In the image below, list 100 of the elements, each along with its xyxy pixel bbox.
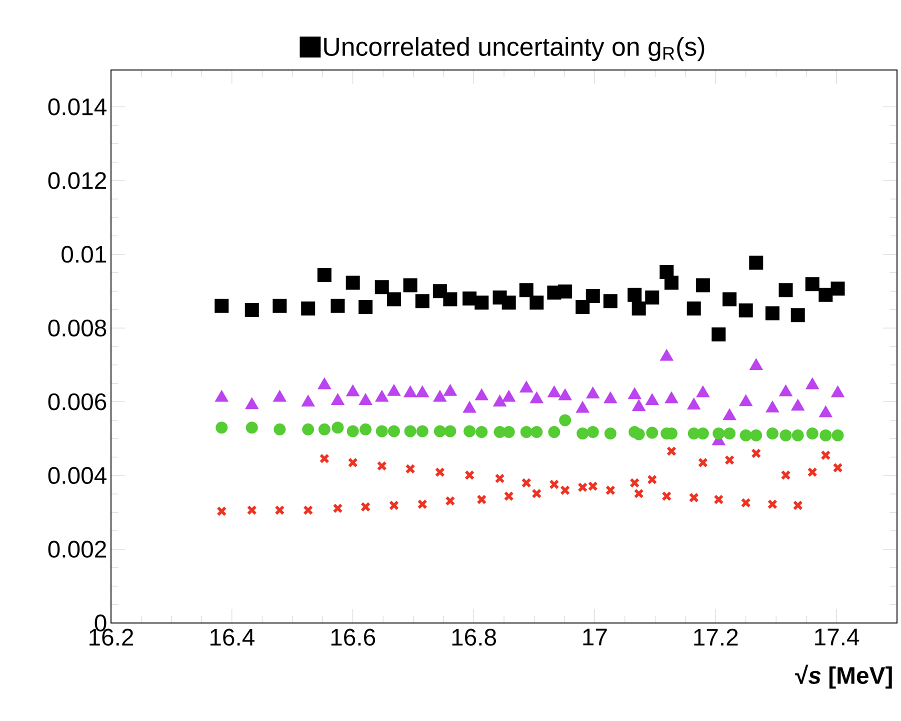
point [530,426,543,438]
point [832,429,844,442]
y-tick-label: 0.002 [48,540,106,558]
point [502,426,515,438]
point [520,381,533,393]
point [738,303,753,318]
point [444,425,456,438]
point [765,306,780,320]
point [403,278,418,292]
point [750,358,763,370]
point [521,478,532,488]
point [724,455,735,466]
point [502,296,516,310]
point [330,298,345,313]
point [586,426,599,438]
point [750,429,762,442]
x-tick-label: 17 [583,628,607,646]
point [791,399,804,411]
point [605,485,616,496]
point [302,395,315,407]
point [494,473,505,484]
point [445,496,456,506]
point [246,505,257,516]
point [520,426,532,438]
point [360,502,371,512]
point [332,422,344,434]
point [714,494,724,505]
point [434,425,446,438]
point [830,282,845,296]
point [632,428,645,440]
point [519,283,534,298]
point [604,427,616,440]
point [790,308,805,322]
point [216,422,228,434]
point [464,470,475,480]
point [476,426,488,438]
point [272,298,287,313]
point [443,292,458,306]
point [696,427,709,440]
point [751,448,762,458]
x-tick-label: 17.2 [694,628,738,646]
point [346,425,359,438]
point [688,492,699,503]
point [645,290,660,304]
point [778,283,793,298]
point [318,423,330,436]
point [358,394,372,406]
y-tick-label: 0.008 [48,320,106,337]
point [722,292,737,306]
point [792,500,803,510]
x-tick-label: 16.4 [210,628,254,646]
point [632,302,646,316]
point [586,288,600,303]
point [664,276,678,290]
point [766,427,778,440]
point [246,422,258,434]
point [666,446,677,456]
point [740,498,751,508]
point [576,300,590,314]
point [530,296,544,310]
point [767,499,778,510]
point [464,425,476,438]
y-tick-label: 0.006 [48,393,106,410]
y-tick-label: 0.014 [48,98,106,116]
point [558,284,572,299]
point [274,505,285,516]
point [417,499,428,510]
point [647,474,658,485]
point [358,300,373,314]
point [404,425,416,438]
point [712,427,725,440]
point [807,467,818,478]
legend-label: Uncorrelated uncertainty on g$_{R}$(s) [324,36,704,62]
point [504,491,514,502]
point [628,288,642,302]
point [646,394,659,406]
point [332,503,343,514]
point [388,500,399,510]
point [474,296,489,310]
point [686,302,701,316]
point [603,294,618,308]
point [405,464,416,474]
point [549,479,560,490]
point [820,450,831,460]
point [634,488,644,499]
point [749,256,764,270]
point [630,478,640,488]
point [317,268,332,282]
point [805,277,820,292]
point [216,506,227,516]
point [386,292,401,306]
point [303,505,314,516]
point [346,276,360,290]
point [476,494,487,505]
point [818,288,833,302]
point [374,280,389,294]
y-tick-label: 0.01 [62,246,106,263]
point [780,470,791,480]
point [806,427,818,440]
point [376,425,388,438]
